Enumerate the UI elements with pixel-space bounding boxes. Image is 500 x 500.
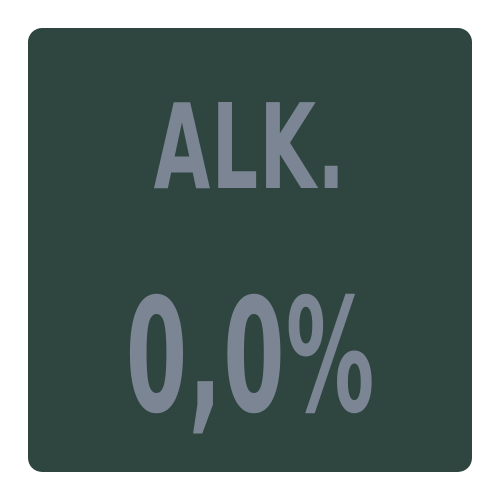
alcohol-free-badge: ALK. 0,0% — [28, 28, 472, 472]
badge-value-percentage: 0,0% — [125, 265, 376, 449]
badge-label-alk: ALK. — [153, 78, 347, 216]
